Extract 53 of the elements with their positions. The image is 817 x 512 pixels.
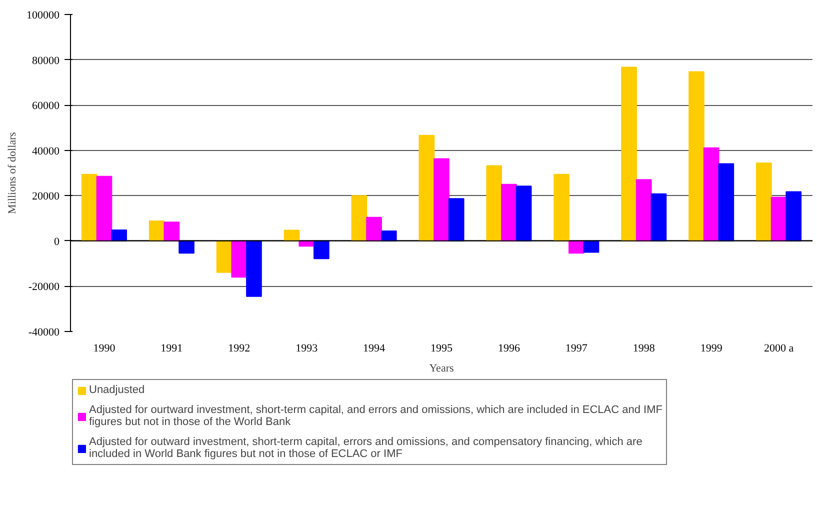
y-tick-label: 60000: [32, 100, 60, 112]
y-tick-label: 40000: [32, 145, 60, 158]
bar: [583, 240, 600, 253]
bar: [111, 230, 127, 242]
x-tick-label: 2000 a: [764, 342, 794, 354]
bar: [380, 230, 397, 242]
x-tick-label: 1996: [498, 342, 520, 354]
x-tick-label: 1991: [160, 342, 183, 354]
bar: [148, 220, 165, 242]
legend-label: Adjusted for ourtward investment, short-term capital, and errors and omissions, which are included in ECLAC and IMF figures but not in those of the World Bank: [89, 404, 662, 428]
bar: [718, 163, 734, 242]
bar: [418, 134, 435, 242]
bar: [448, 198, 464, 242]
bar: [650, 193, 667, 242]
x-tick-label: 1993: [296, 342, 318, 354]
x-tick-label: 1990: [93, 342, 116, 354]
legend-label: Adjusted for outward investment, short-term capital, errors and omissions, and compensatory financing, which are included in World Bank figures but not in those of ECLAC or IMF: [89, 436, 642, 460]
x-tick-label: 1992: [228, 342, 250, 354]
bar: [164, 222, 180, 242]
bar: [770, 196, 787, 242]
bar: [501, 184, 517, 242]
y-tick-label: -40000: [28, 326, 60, 338]
bar: [351, 195, 368, 242]
bar: [786, 191, 802, 242]
bar: [231, 240, 248, 278]
bar: [178, 240, 194, 254]
bar: [688, 71, 704, 242]
bar: [554, 174, 570, 242]
bar: [621, 66, 637, 242]
y-tick-label: 0: [54, 236, 60, 248]
bar: [434, 158, 450, 242]
y-tick-label: -20000: [28, 281, 60, 294]
bar: [96, 176, 112, 242]
bar: [314, 240, 330, 260]
bar: [636, 179, 652, 242]
bar: [246, 240, 262, 297]
y-axis-title: Millions of dollars: [6, 132, 18, 214]
x-tick-label: 1998: [632, 342, 656, 354]
bar: [756, 162, 772, 242]
x-tick-label: 1994: [363, 342, 386, 354]
y-tick-label: 80000: [32, 54, 60, 67]
bar: [516, 186, 532, 242]
legend-label: Unadjusted: [89, 384, 145, 396]
x-tick-label: 1997: [565, 342, 588, 354]
bar: [703, 147, 720, 242]
x-tick-label: 1995: [430, 342, 453, 354]
bar: [486, 165, 502, 242]
y-tick-label: 20000: [32, 190, 60, 203]
bar: [366, 216, 382, 242]
bar: [81, 174, 98, 242]
x-axis-title: Years: [429, 362, 454, 374]
y-tick-label: 100000: [26, 10, 60, 22]
x-tick-label: 1999: [700, 342, 723, 354]
